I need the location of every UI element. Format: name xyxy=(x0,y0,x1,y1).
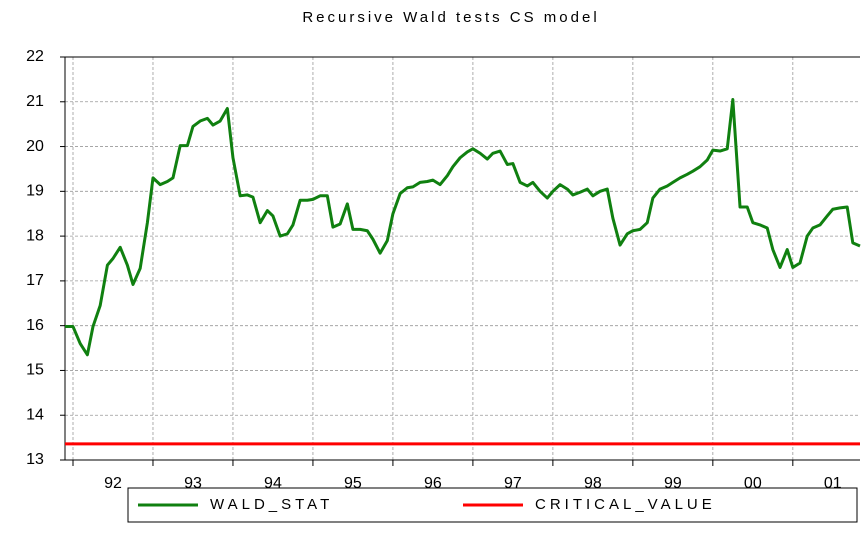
x-tick-label: 92 xyxy=(104,475,122,492)
y-tick-label: 14 xyxy=(26,406,44,423)
x-tick-label: 99 xyxy=(664,475,682,492)
x-tick-label: 94 xyxy=(264,475,282,492)
x-tick-label: 93 xyxy=(184,475,202,492)
y-tick-label: 17 xyxy=(26,272,44,289)
chart-title: Recursive Wald tests CS model xyxy=(302,9,599,26)
x-tick-label: 98 xyxy=(584,475,602,492)
y-tick-label: 16 xyxy=(26,317,44,334)
y-tick-label: 21 xyxy=(26,93,44,110)
y-tick-label: 22 xyxy=(26,48,44,65)
x-tick-label: 97 xyxy=(504,475,522,492)
y-tick-label: 15 xyxy=(26,362,44,379)
x-tick-label: 96 xyxy=(424,475,442,492)
series-line xyxy=(65,98,861,357)
y-tick-label: 19 xyxy=(26,183,44,200)
y-tick-label: 20 xyxy=(26,138,44,155)
legend-label: WALD_STAT xyxy=(210,496,333,513)
x-tick-label: 95 xyxy=(344,475,362,492)
legend-box xyxy=(127,487,858,523)
x-tick-label: 00 xyxy=(744,475,762,492)
y-tick-label: 13 xyxy=(26,451,44,468)
legend-label: CRITICAL_VALUE xyxy=(535,496,716,513)
y-tick-label: 18 xyxy=(26,227,44,244)
x-tick-label: 01 xyxy=(824,475,842,492)
